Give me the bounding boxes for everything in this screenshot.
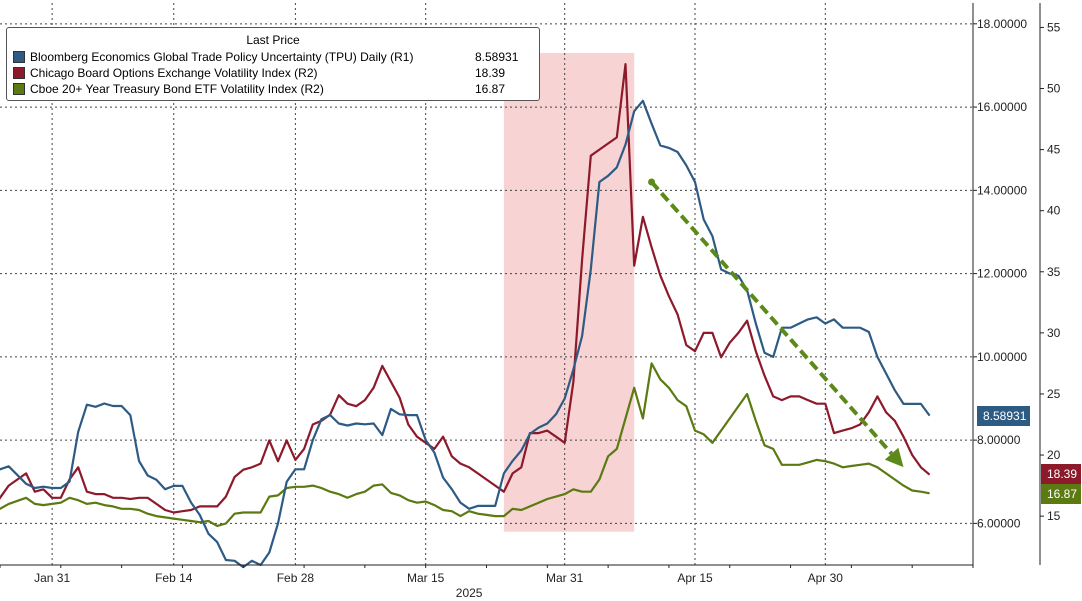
trend-arrow-start <box>648 178 656 186</box>
legend-swatch-move <box>13 83 25 95</box>
legend-value-tpu: 8.58931 <box>475 50 519 64</box>
inner-y-tick-label: 12.00000 <box>977 267 1027 281</box>
legend-entry-vix: Chicago Board Options Exchange Volatilit… <box>13 65 531 81</box>
x-tick-label: Jan 31 <box>34 571 70 585</box>
legend-label-move: Cboe 20+ Year Treasury Bond ETF Volatili… <box>30 82 324 96</box>
last-value-tag-vix: 18.39 <box>1041 464 1082 484</box>
series-line-tpu <box>0 99 931 569</box>
outer-y-tick-label: 30 <box>1047 326 1061 340</box>
x-tick-label: Apr 30 <box>808 571 844 585</box>
series-layer <box>0 62 931 569</box>
trend-arrow-head <box>884 447 904 468</box>
x-tick-label: Mar 15 <box>407 571 445 585</box>
last-value-tag-move: 16.87 <box>1041 484 1082 504</box>
inner-y-tick-label: 14.00000 <box>977 183 1027 197</box>
series-line-move <box>0 362 930 527</box>
outer-y-tick-label: 45 <box>1047 143 1061 157</box>
legend-swatch-vix <box>13 67 25 79</box>
legend-value-move: 16.87 <box>475 82 506 96</box>
chart-legend: Last Price Bloomberg Economics Global Tr… <box>6 27 540 101</box>
legend-title: Last Price <box>246 33 300 47</box>
inner-y-tick-label: 6.00000 <box>977 516 1021 530</box>
legend-label-vix: Chicago Board Options Exchange Volatilit… <box>30 66 318 80</box>
x-axis-label: 2025 <box>456 586 483 600</box>
inner-y-tick-label: 10.00000 <box>977 350 1027 364</box>
x-tick-label: Mar 31 <box>546 571 584 585</box>
outer-y-tick-label: 55 <box>1047 20 1061 34</box>
legend-entry-move: Cboe 20+ Year Treasury Bond ETF Volatili… <box>13 81 531 97</box>
x-tick-label: Feb 14 <box>155 571 193 585</box>
outer-y-tick-label: 15 <box>1047 509 1061 523</box>
x-tick-label: Apr 15 <box>677 571 713 585</box>
outer-y-tick-label: 40 <box>1047 204 1061 218</box>
legend-value-vix: 18.39 <box>475 66 506 80</box>
inner-y-tick-label: 18.00000 <box>977 17 1027 31</box>
last-value-tag-tpu: 8.58931 <box>977 406 1031 426</box>
series-line-vix <box>0 62 931 514</box>
outer-y-tick-label: 35 <box>1047 265 1061 279</box>
chart-axes: Jan 31 Feb 14 Feb 28 Mar 15 Mar 31 Apr 15 Apr … <box>0 3 1061 600</box>
outer-y-tick-label: 25 <box>1047 387 1061 401</box>
outer-y-tick-label: 20 <box>1047 448 1061 462</box>
inner-y-tick-label: 8.00000 <box>977 433 1021 447</box>
outer-y-tick-label: 50 <box>1047 82 1061 96</box>
chart-grid <box>0 3 973 565</box>
legend-entry-tpu: Bloomberg Economics Global Trade Policy … <box>13 49 531 65</box>
trend-arrow-shaft <box>650 180 894 456</box>
legend-swatch-tpu <box>13 51 25 63</box>
x-tick-label: Feb 28 <box>277 571 315 585</box>
inner-y-tick-label: 16.00000 <box>977 100 1027 114</box>
legend-label-tpu: Bloomberg Economics Global Trade Policy … <box>30 50 414 64</box>
